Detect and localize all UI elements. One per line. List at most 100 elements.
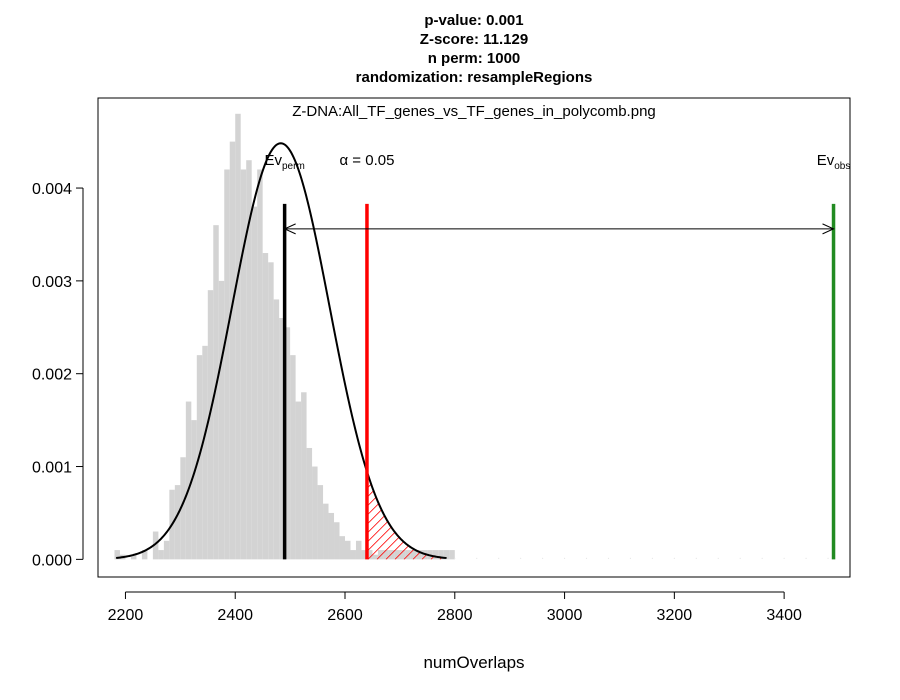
faint-tail-dot xyxy=(695,557,697,559)
plot-title: p-value: 0.001 Z-score: 11.129 n perm: 1… xyxy=(356,12,593,86)
histogram-bar xyxy=(174,485,181,560)
ev-perm-label-sub: perm xyxy=(282,161,305,172)
histogram-bar xyxy=(180,457,186,560)
histogram-bar xyxy=(235,113,241,560)
x-tick-label: 3200 xyxy=(657,607,693,624)
x-tick-label: 2600 xyxy=(327,607,363,624)
histogram-bar xyxy=(350,550,356,560)
x-tick-label: 2400 xyxy=(217,607,253,624)
histogram-bar xyxy=(284,327,291,560)
histogram-bar xyxy=(361,550,367,560)
faint-tail-dot xyxy=(629,557,632,559)
histogram-bar xyxy=(339,536,346,560)
histogram-bar xyxy=(268,262,274,560)
hatch-line xyxy=(421,471,447,560)
histogram-bar xyxy=(377,550,384,560)
histogram-bar xyxy=(191,420,197,560)
histogram-bar xyxy=(345,540,351,560)
hatch-line xyxy=(412,471,447,560)
faint-tail-dot xyxy=(761,557,763,559)
histogram-bar xyxy=(213,225,219,560)
histogram-bar xyxy=(257,169,263,560)
histogram-bar xyxy=(130,554,137,560)
ev-obs-label: Evobs xyxy=(817,152,851,172)
faint-tail-dot xyxy=(563,557,566,559)
faint-tail-dot xyxy=(607,557,610,559)
histogram-bar xyxy=(317,485,324,560)
faint-tail-dot xyxy=(542,557,544,559)
histogram-bar xyxy=(372,554,378,560)
hatch-line xyxy=(376,471,447,560)
faint-tail-dot xyxy=(498,557,500,559)
histogram-bar xyxy=(355,540,362,560)
faint-tail-dot xyxy=(739,557,741,559)
histogram-bar xyxy=(449,550,455,560)
histogram-bar xyxy=(416,550,422,560)
histogram-bar xyxy=(207,290,214,560)
faint-tail-dot xyxy=(476,557,478,559)
y-tick-label: 0.001 xyxy=(32,460,72,477)
y-axis: 0.000 0.001 0.002 0.003 0.004 xyxy=(32,181,84,569)
hatch-line xyxy=(458,472,546,560)
plot-frame xyxy=(97,97,851,578)
histogram-bar xyxy=(273,299,280,560)
histogram-bar xyxy=(240,169,247,560)
histogram-bar xyxy=(438,550,444,560)
hatch-line xyxy=(366,471,439,560)
histogram-bar xyxy=(301,392,307,560)
title-zscore: Z-score: 11.129 xyxy=(420,31,528,48)
difference-arrow xyxy=(283,223,835,235)
arrow-head-left xyxy=(283,223,296,235)
hatch-line xyxy=(430,471,447,560)
histogram-bar xyxy=(388,550,395,560)
hatch-line xyxy=(367,471,447,560)
title-randomization: randomization: resampleRegions xyxy=(356,69,593,86)
y-tick-label: 0.004 xyxy=(32,181,72,198)
faint-tail-dot xyxy=(520,557,522,559)
ev-perm-label: Evperm xyxy=(264,152,304,172)
hatch-line xyxy=(366,471,385,560)
histogram-bar xyxy=(202,345,208,560)
faint-tail-dot xyxy=(717,557,719,559)
arrow-head-right xyxy=(822,223,835,235)
alpha-label: α = 0.05 xyxy=(339,152,394,169)
histogram-bar xyxy=(218,280,225,560)
histogram-bar xyxy=(163,540,170,560)
histogram-bar xyxy=(158,550,164,560)
faint-tail-dot xyxy=(454,557,456,559)
histogram-bar xyxy=(399,550,406,560)
histogram-bar xyxy=(443,550,450,560)
histogram-bar xyxy=(410,550,417,560)
faint-tail-dot xyxy=(805,557,807,559)
x-tick-label: 3400 xyxy=(766,607,802,624)
faint-tail-dot xyxy=(651,557,653,559)
ev-obs-label-sub: obs xyxy=(834,161,850,172)
histogram-bar xyxy=(246,160,252,560)
histogram-bar xyxy=(366,550,373,560)
x-tick-label: 2800 xyxy=(437,607,473,624)
histogram-bar xyxy=(312,466,318,560)
histogram-bar xyxy=(229,141,236,560)
histogram-bar xyxy=(290,355,296,560)
y-tick-label: 0.002 xyxy=(32,367,72,384)
histogram-bar xyxy=(279,318,285,560)
histogram-bar xyxy=(328,512,335,560)
hatch-line xyxy=(439,471,447,560)
y-tick-label: 0.000 xyxy=(32,552,72,569)
histogram-bar xyxy=(224,169,230,560)
histogram-bar xyxy=(383,550,389,560)
y-tick-label: 0.003 xyxy=(32,274,72,291)
x-axis-title: numOverlaps xyxy=(423,653,524,672)
histogram-bar xyxy=(306,447,313,560)
faint-tail-dot xyxy=(673,557,675,559)
title-pvalue: p-value: 0.001 xyxy=(424,12,523,29)
x-tick-label: 3000 xyxy=(547,607,583,624)
histogram-bar xyxy=(323,503,329,560)
histogram-bar xyxy=(394,550,400,560)
faint-tail-dot xyxy=(783,557,785,559)
faint-tail-markers xyxy=(454,557,829,559)
ev-perm-label-main: Ev xyxy=(264,152,282,169)
faint-tail-dot xyxy=(827,557,829,559)
hatch-line xyxy=(449,472,537,560)
